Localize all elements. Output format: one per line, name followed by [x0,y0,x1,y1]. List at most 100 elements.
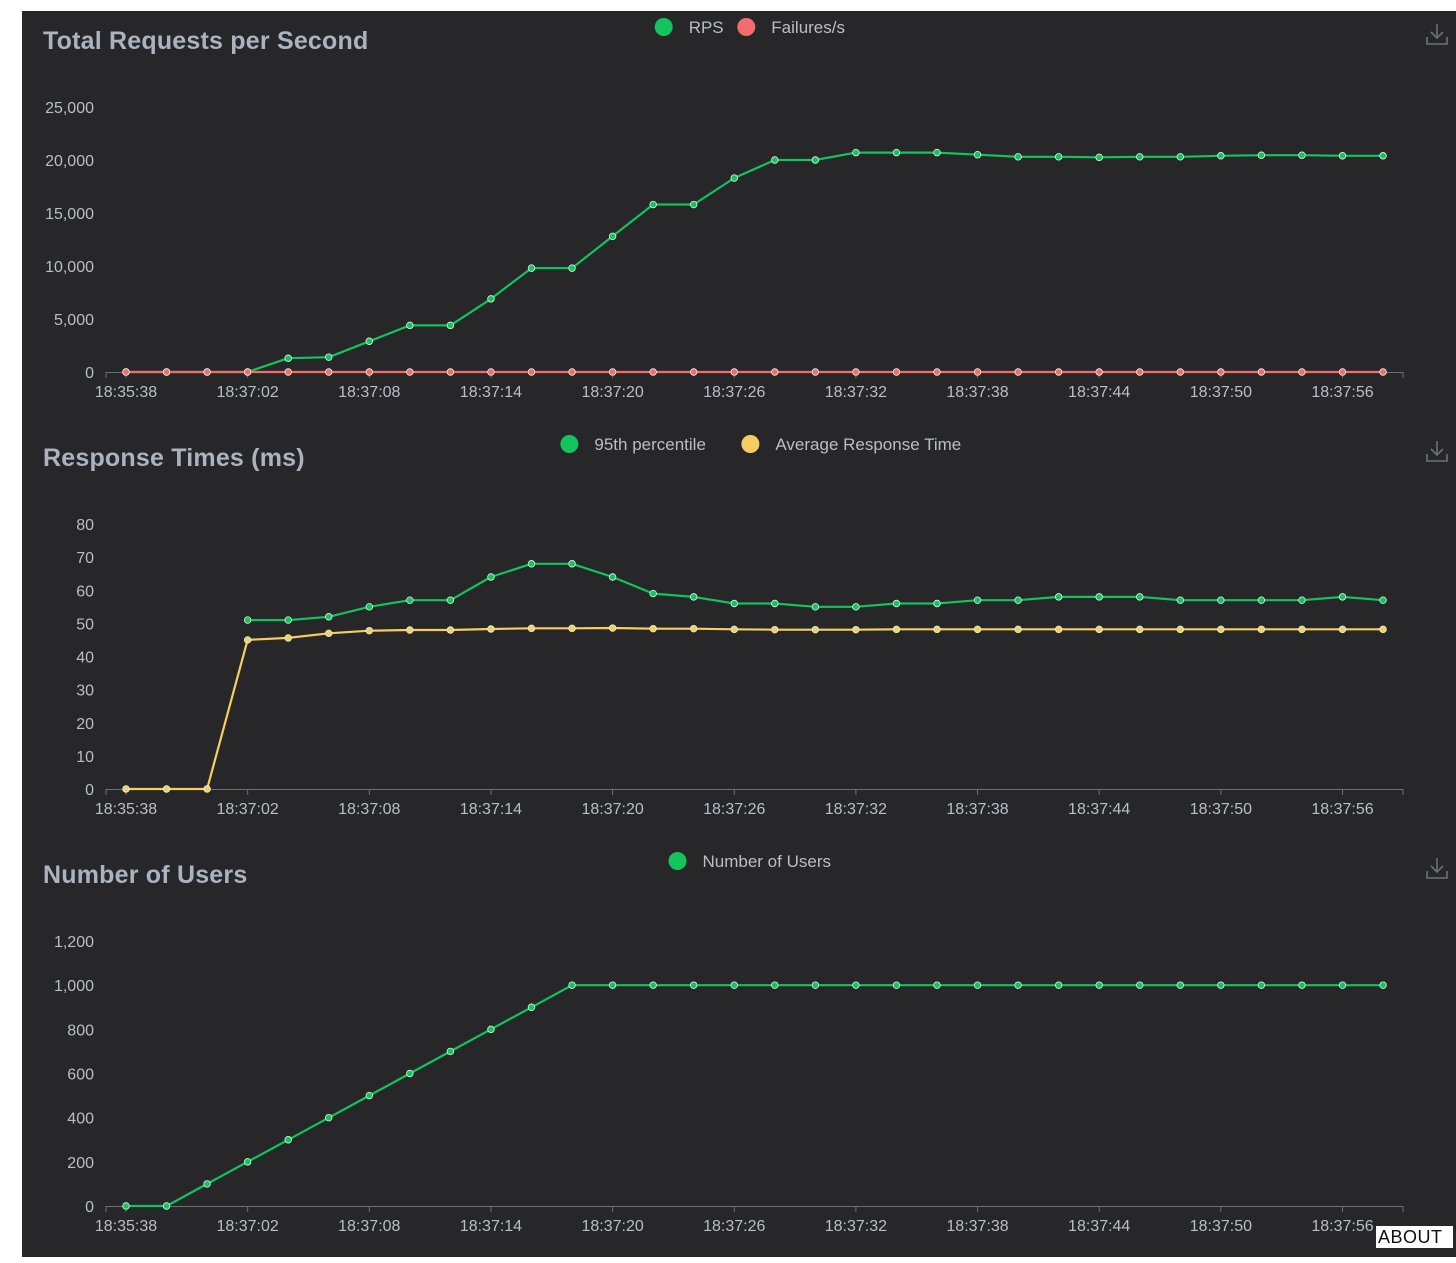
data-point [568,264,576,272]
data-point [243,1158,252,1166]
about-link[interactable]: ABOUT [1376,1226,1453,1248]
x-tick-label: 18:37:08 [338,384,400,401]
x-tick-label: 18:37:02 [217,1218,279,1235]
data-point [527,560,536,568]
data-point [892,368,901,376]
x-tick-label: 18:35:38 [95,1218,157,1235]
data-point [1176,596,1184,604]
data-point [284,368,292,376]
x-tick-label: 18:37:50 [1190,801,1252,818]
data-point [122,1202,130,1210]
data-point [933,148,941,157]
x-tick-label: 18:35:38 [95,384,157,401]
y-tick-label: 800 [67,1022,94,1039]
x-tick-label: 18:37:56 [1311,384,1373,401]
data-point [852,981,860,989]
series-line-1 [126,626,1383,791]
data-point [1014,153,1022,161]
data-point [852,603,860,611]
data-point [852,148,860,157]
chart-requests-per-second: Total Requests per Second 0 5,000 10,000 15… [22,11,1456,429]
legend-label: RPS [689,18,724,37]
y-tick-label: 1,000 [54,978,94,995]
data-point [892,625,901,634]
data-point [973,368,982,376]
x-tick-label: 18:37:26 [703,1218,765,1235]
x-tick-label: 18:37:44 [1068,1218,1130,1235]
data-point [933,599,941,608]
legend-label: 95th percentile [594,435,706,454]
x-tick-label: 18:37:56 [1311,801,1373,818]
data-point [973,981,982,989]
data-point [811,981,820,989]
data-point [973,625,982,634]
y-tick-label: 200 [67,1155,94,1172]
data-point [406,368,414,376]
data-point [608,981,617,989]
data-point [527,368,536,376]
data-point [649,200,657,209]
data-point [162,1202,171,1210]
x-tick-label: 18:37:14 [460,1218,522,1235]
download-icon[interactable] [1424,21,1450,47]
data-point [1136,368,1144,376]
x-tick-label: 18:37:32 [825,1218,887,1235]
y-tick-label: 70 [76,550,94,567]
data-point [1054,593,1063,601]
data-point [852,368,860,376]
data-point [1136,593,1144,601]
legend: Number of Users [668,852,831,871]
series-line-0 [247,562,1384,622]
data-point [973,150,982,159]
data-point [730,599,738,608]
data-point [933,981,941,989]
data-point [1298,625,1306,634]
data-point [365,368,373,376]
data-point [649,981,657,989]
y-tick-label: 600 [67,1067,94,1084]
data-point [446,1047,455,1056]
data-point [1379,152,1387,160]
x-tick-label: 18:37:02 [217,384,279,401]
legend-label: Number of Users [703,852,831,871]
data-point [730,625,738,634]
data-point [1217,981,1225,989]
download-icon[interactable] [1424,438,1450,464]
data-point [365,1091,373,1100]
data-point [203,1180,211,1188]
y-tick-label: 1,200 [54,934,94,951]
data-point [771,981,779,989]
data-point [811,603,820,611]
data-point [1176,368,1184,376]
data-point [122,368,130,376]
y-tick-label: 0 [85,365,94,382]
data-point [892,599,901,608]
x-tick-label: 18:37:08 [338,801,400,818]
data-point [1298,596,1306,604]
x-tick-label: 18:37:20 [581,1218,643,1235]
data-point [892,148,901,157]
data-point [1379,368,1387,376]
series-line-0 [126,151,1383,374]
legend-label: Average Response Time [775,435,961,454]
data-point [365,603,373,611]
data-point [771,599,779,608]
data-point [325,368,333,376]
y-tick-label: 25,000 [45,100,94,117]
data-point [568,368,576,376]
download-icon[interactable] [1424,855,1450,881]
y-tick-label: 5,000 [54,312,94,329]
legend-swatch-1 [737,18,756,36]
data-point [690,981,698,989]
data-point [487,625,495,633]
y-tick-label: 15,000 [45,206,94,223]
x-tick-label: 18:37:14 [460,801,522,818]
chart-title: Response Times (ms) [43,444,305,472]
data-point [649,368,657,376]
data-point [608,368,617,376]
y-tick-label: 60 [76,583,94,600]
data-point [649,624,657,633]
x-tick-label: 18:35:38 [95,801,157,818]
y-tick-label: 80 [76,517,94,534]
y-tick-label: 0 [85,1199,94,1216]
